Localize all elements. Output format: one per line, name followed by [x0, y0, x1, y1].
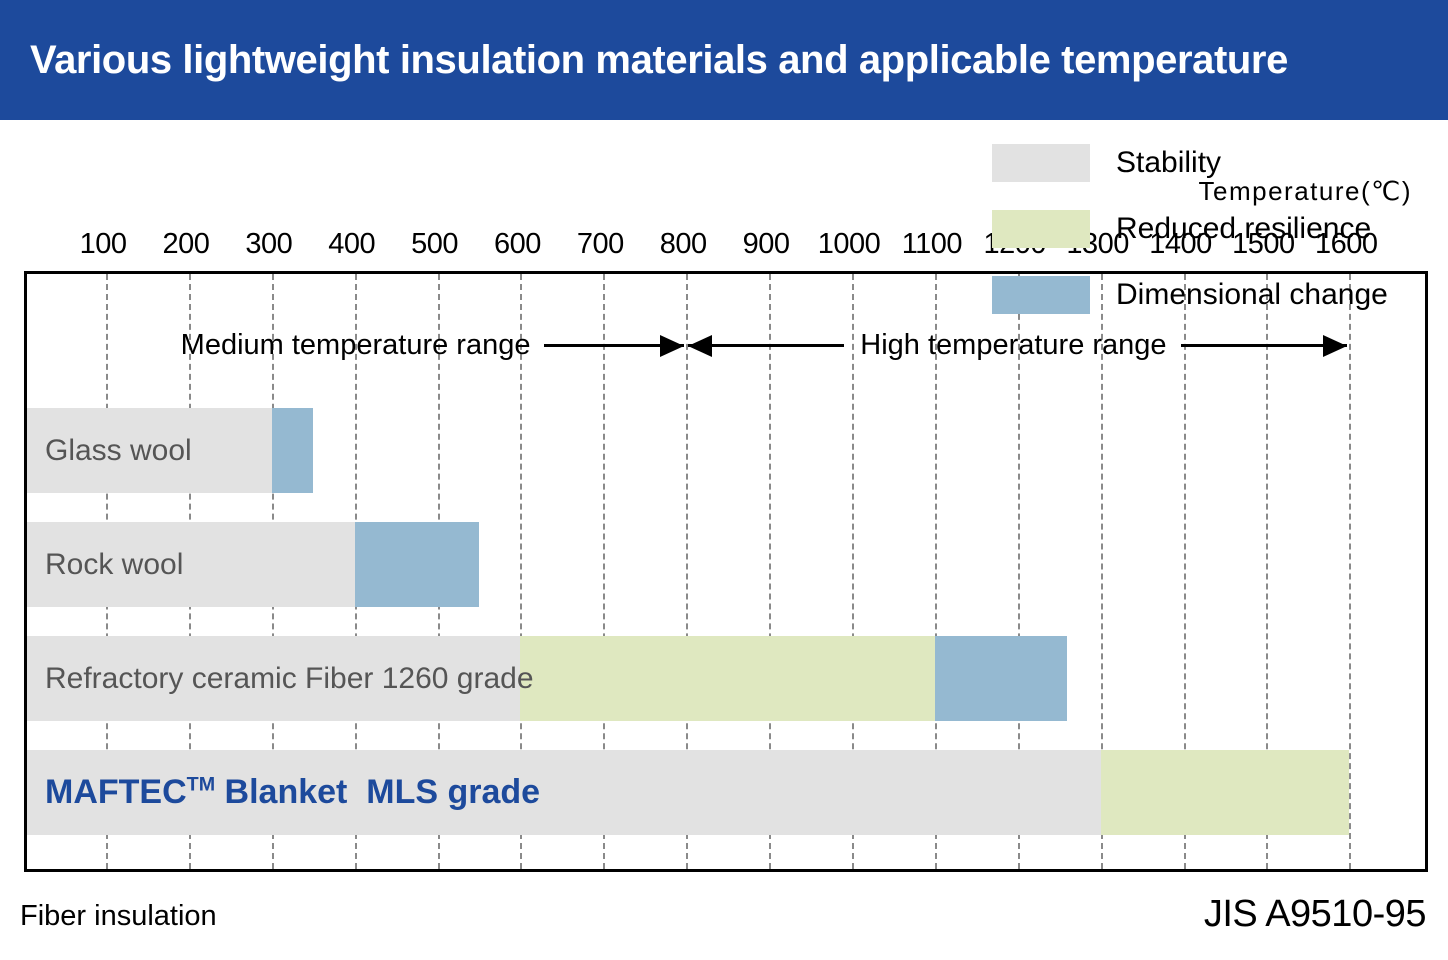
x-tick-label-800: 800: [659, 228, 707, 260]
x-tick-label-300: 300: [245, 228, 293, 260]
bar-segment-reduced: [1100, 750, 1350, 835]
bar-segment-dimension: [354, 522, 480, 607]
gridline-600: [520, 274, 523, 869]
range-arrow-line-back-1: [688, 344, 845, 347]
bar-segment-stability: [27, 408, 272, 493]
bar-segment-dimension: [934, 636, 1068, 721]
gridline-1300: [1100, 274, 1103, 869]
gridline-1100: [934, 274, 937, 869]
footer-category-label: Fiber insulation: [20, 900, 217, 932]
range-arrow-head-right-1: [1323, 335, 1348, 357]
gridline-1600: [1349, 274, 1352, 869]
x-tick-label-500: 500: [411, 228, 459, 260]
gridline-1400: [1183, 274, 1186, 869]
bar-label-2: Refractory ceramic Fiber 1260 grade: [45, 662, 534, 695]
bar-segment-stability: [27, 636, 521, 721]
bar-segment-reduced: [520, 636, 935, 721]
gridline-1500: [1266, 274, 1269, 869]
bar-segment-dimension: [271, 408, 314, 493]
legend-swatch-stability: [992, 144, 1090, 182]
bar-label-0: Glass wool: [45, 434, 192, 467]
gridline-1200: [1017, 274, 1020, 869]
bar-row-1: Rock wool: [27, 522, 1425, 607]
legend-item-reduced: Reduced resilience: [992, 196, 1392, 262]
legend-item-stability: Stability: [992, 130, 1392, 196]
x-tick-label-1500: 1500: [1232, 228, 1295, 260]
x-tick-label-1400: 1400: [1149, 228, 1212, 260]
legend-item-dimension: Dimensional change: [992, 262, 1392, 328]
header-banner: Various lightweight insulation materials…: [0, 0, 1448, 120]
chart-plot-area: Medium temperature range High temperature…: [24, 271, 1428, 872]
x-tick-label-1000: 1000: [817, 228, 881, 260]
range-label-0: Medium temperature range: [180, 329, 531, 361]
gridline-700: [603, 274, 606, 869]
range-arrow-head-left-1: [688, 335, 713, 357]
legend-swatch-dimension: [992, 276, 1090, 314]
x-tick-label-1600: 1600: [1315, 228, 1378, 260]
x-tick-label-700: 700: [576, 228, 624, 260]
temperature-range-annotations: Medium temperature range High temperature…: [27, 319, 1425, 371]
gridline-900: [769, 274, 772, 869]
x-tick-label-200: 200: [162, 228, 210, 260]
x-tick-label-600: 600: [494, 228, 541, 260]
gridline-1000: [852, 274, 854, 869]
bar-segment-stability: [27, 522, 355, 607]
range-arrow-head-right-0: [660, 335, 685, 357]
legend-swatch-reduced: [992, 210, 1090, 248]
bar-label-1: Rock wool: [45, 548, 184, 581]
x-axis-unit-label: Temperature(℃): [1198, 176, 1412, 206]
range-label-1: High temperature range: [860, 329, 1167, 361]
x-tick-label-1100: 1100: [901, 228, 963, 260]
x-tick-label-100: 100: [79, 228, 127, 260]
footer-standard-label: JIS A9510-95: [1203, 893, 1427, 935]
bar-row-0: Glass wool: [27, 408, 1425, 493]
chart-legend: Stability Reduced resilience Dimensional c…: [992, 130, 1392, 328]
page-title: Various lightweight insulation materials…: [30, 37, 1288, 82]
x-tick-label-400: 400: [328, 228, 376, 260]
legend-label-dimension: Dimensional change: [1116, 278, 1388, 311]
bar-row-3: MAFTECTM Blanket MLS grade: [27, 750, 1425, 835]
legend-label-stability: Stability: [1116, 146, 1222, 179]
x-tick-label-900: 900: [742, 228, 790, 260]
bar-label-3: MAFTECTM Blanket MLS grade: [45, 773, 541, 811]
gridline-800: [686, 274, 689, 869]
legend-label-reduced: Reduced resilience: [1116, 212, 1372, 245]
bar-row-2: Refractory ceramic Fiber 1260 grade: [27, 636, 1425, 721]
range-arrow-line-0: [544, 344, 685, 347]
bar-segment-stability: [27, 750, 1101, 835]
range-arrow-line-1: [1180, 344, 1348, 347]
